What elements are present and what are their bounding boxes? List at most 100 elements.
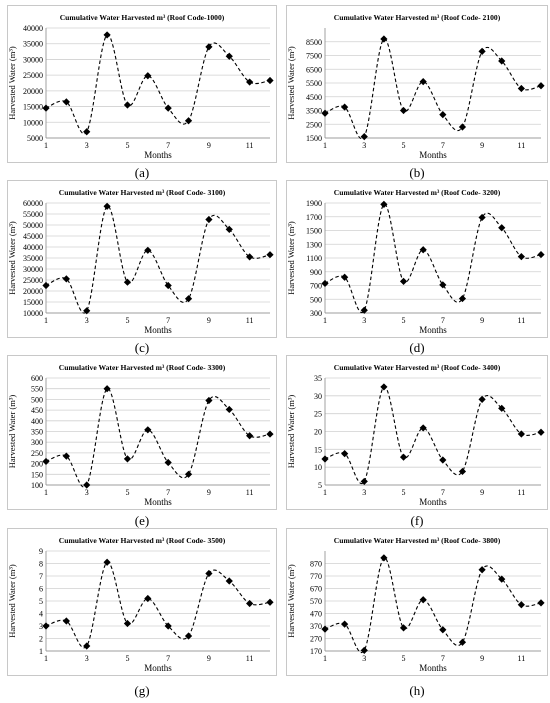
- data-point: [399, 106, 408, 115]
- y-axis-label: Harvested Water (m³): [8, 564, 17, 638]
- y-tick-label: 8: [39, 560, 43, 569]
- x-tick-label: 3: [362, 141, 366, 150]
- y-tick-label: 30000: [23, 265, 43, 274]
- data-point: [458, 294, 467, 303]
- x-tick-label: 3: [85, 488, 89, 497]
- data-point: [439, 626, 447, 634]
- data-point: [266, 76, 274, 85]
- y-tick-label: 1500: [306, 227, 322, 236]
- x-tick-label: 11: [246, 316, 254, 325]
- x-tick-label: 3: [85, 654, 89, 663]
- x-axis-label: Months: [419, 663, 447, 673]
- y-axis-label: Harvested Water (m³): [287, 46, 296, 120]
- chart-svg: Cumulative Water Harvested m³ (Roof Code…: [8, 536, 274, 673]
- y-axis-label: Harvested Water (m³): [8, 221, 17, 295]
- data-point: [360, 133, 368, 141]
- series-line: [324, 386, 542, 485]
- x-axis-label: Months: [144, 497, 172, 507]
- series-line: [324, 557, 542, 654]
- x-tick-label: 3: [362, 654, 366, 663]
- data-point: [321, 625, 329, 633]
- x-tick-label: 5: [125, 488, 129, 497]
- data-point: [321, 109, 329, 117]
- x-tick-label: 7: [441, 316, 445, 325]
- chart-title: Cumulative Water Harvested m³ (Roof Code…: [59, 536, 226, 545]
- data-point: [478, 566, 486, 574]
- y-tick-label: 170: [310, 647, 322, 656]
- data-point: [83, 642, 91, 650]
- chart-title: Cumulative Water Harvested m³ (Roof Code…: [59, 188, 226, 197]
- x-axis-label: Months: [144, 325, 172, 335]
- data-point: [144, 426, 152, 434]
- series-line: [45, 561, 271, 649]
- chart-svg: Cumulative Water Harvested m³ (Roof Code…: [287, 13, 545, 160]
- chart-panel-h: Cumulative Water Harvested m³ (Roof Code…: [286, 528, 548, 676]
- data-point: [103, 558, 111, 566]
- y-axis-label: Harvested Water (m³): [8, 46, 17, 120]
- y-tick-label: 30000: [23, 55, 43, 64]
- chart-panel-c: Cumulative Water Harvested m³ (Roof Code…: [7, 180, 277, 338]
- data-point: [246, 78, 254, 86]
- y-tick-label: 40000: [23, 24, 43, 33]
- data-point: [205, 43, 213, 51]
- y-tick-label: 500: [31, 395, 43, 404]
- data-point: [517, 253, 525, 261]
- data-point: [225, 52, 233, 60]
- chart-svg: Cumulative Water Harvested m³ (Roof Code…: [287, 363, 545, 507]
- chart-title: Cumulative Water Harvested m³ (Roof Code…: [334, 13, 501, 22]
- x-tick-label: 9: [480, 654, 484, 663]
- y-tick-label: 55000: [23, 210, 43, 219]
- y-tick-label: 35000: [23, 254, 43, 263]
- data-point: [399, 453, 408, 461]
- y-tick-label: 4500: [306, 93, 322, 102]
- x-tick-label: 11: [518, 654, 526, 663]
- y-tick-label: 1300: [306, 240, 322, 249]
- data-point: [225, 225, 233, 233]
- y-tick-label: 1700: [306, 213, 322, 222]
- x-tick-label: 7: [441, 654, 445, 663]
- y-tick-label: 270: [310, 635, 322, 644]
- y-tick-label: 25000: [23, 71, 43, 80]
- data-point: [478, 213, 486, 222]
- x-tick-label: 7: [166, 488, 170, 497]
- data-point: [205, 215, 213, 224]
- y-tick-label: 10000: [23, 309, 43, 318]
- data-point: [266, 251, 274, 259]
- caption-d: (d): [409, 340, 425, 355]
- data-point: [517, 601, 525, 609]
- y-tick-label: 300: [310, 309, 322, 318]
- data-point: [517, 84, 525, 93]
- x-tick-label: 1: [44, 141, 48, 150]
- chart-svg: Cumulative Water Harvested m³ (Roof Code…: [287, 188, 545, 335]
- y-tick-label: 450: [31, 406, 43, 415]
- y-tick-label: 1: [39, 647, 43, 656]
- data-point: [123, 619, 132, 628]
- y-tick-label: 7500: [306, 52, 322, 61]
- data-point: [164, 622, 172, 630]
- x-tick-label: 1: [44, 316, 48, 325]
- y-tick-label: 15000: [23, 298, 43, 307]
- caption-g: (g): [134, 683, 150, 698]
- y-tick-label: 5000: [27, 134, 43, 143]
- data-point: [266, 430, 274, 438]
- data-point: [42, 622, 50, 630]
- data-point: [478, 47, 486, 55]
- x-tick-label: 5: [125, 141, 129, 150]
- chart-panel-d: Cumulative Water Harvested m³ (Roof Code…: [286, 180, 548, 338]
- y-tick-label: 25: [314, 410, 322, 419]
- y-tick-label: 870: [310, 560, 322, 569]
- y-tick-label: 900: [310, 268, 322, 277]
- x-tick-label: 5: [125, 654, 129, 663]
- x-tick-label: 1: [44, 654, 48, 663]
- data-point: [419, 596, 427, 604]
- y-tick-label: 600: [31, 374, 43, 383]
- data-point: [341, 620, 349, 628]
- data-point: [537, 250, 545, 259]
- x-tick-label: 7: [166, 141, 170, 150]
- y-tick-label: 6500: [306, 65, 322, 74]
- data-point: [184, 117, 193, 125]
- x-axis-label: Months: [419, 325, 447, 335]
- x-tick-label: 1: [323, 654, 327, 663]
- x-tick-label: 7: [166, 316, 170, 325]
- x-tick-label: 5: [402, 488, 406, 497]
